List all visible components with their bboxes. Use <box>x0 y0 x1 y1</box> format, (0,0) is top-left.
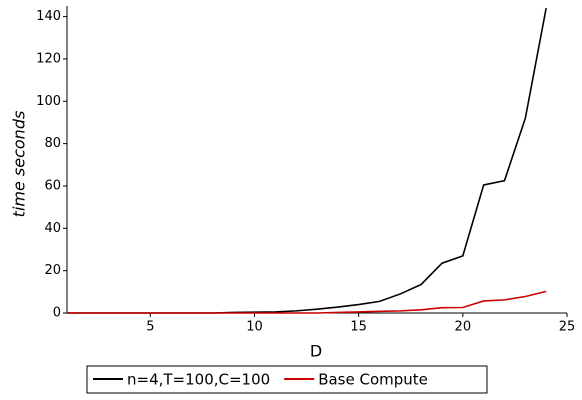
x-tick-label: 25 <box>559 320 576 335</box>
y-tick-label: 40 <box>44 221 61 236</box>
y-tick-label: 140 <box>36 9 61 24</box>
legend-label: Base Compute <box>318 371 428 389</box>
y-tick-label: 100 <box>36 94 61 109</box>
y-tick-label: 80 <box>44 136 61 151</box>
y-tick-label: 120 <box>36 51 61 66</box>
x-tick-label: 20 <box>455 320 472 335</box>
x-tick-label: 15 <box>350 320 367 335</box>
legend-label: n=4,T=100,C=100 <box>127 371 270 389</box>
y-tick-label: 0 <box>53 306 61 321</box>
line <box>67 290 547 314</box>
x-tick-label: 5 <box>146 320 154 335</box>
line <box>67 7 547 314</box>
y-tick-label: 20 <box>44 263 61 278</box>
y-axis-title: time seconds <box>10 111 29 218</box>
x-axis-title: D <box>310 342 322 361</box>
x-tick-label: 10 <box>246 320 263 335</box>
y-tick-label: 60 <box>44 178 61 193</box>
